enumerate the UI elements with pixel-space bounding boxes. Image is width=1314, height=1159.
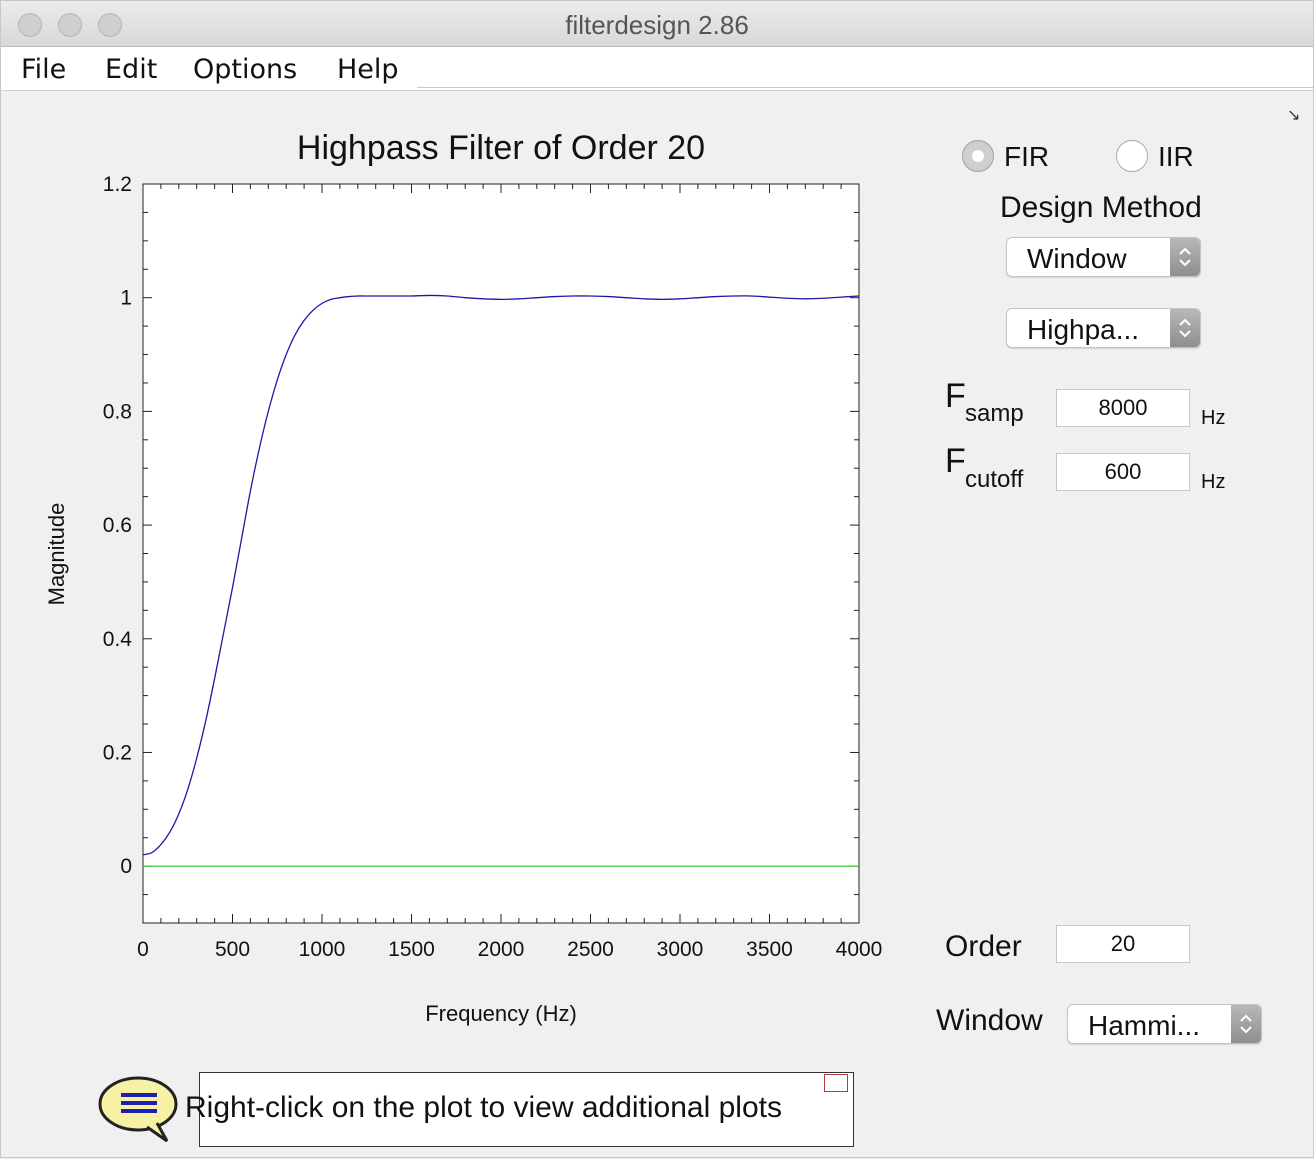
- zoom-window-button[interactable]: [98, 13, 122, 37]
- help-close-checkbox[interactable]: [824, 1074, 848, 1092]
- y-tick-label: 0.2: [103, 741, 132, 764]
- fsamp-label-f: F: [945, 377, 966, 415]
- menu-divider: [417, 87, 1313, 88]
- x-tick-label: 2500: [567, 938, 614, 961]
- fsamp-label-sub: samp: [965, 400, 1024, 427]
- menu-help[interactable]: Help: [337, 54, 399, 85]
- order-label: Order: [945, 930, 1022, 963]
- fir-radio[interactable]: [962, 140, 994, 172]
- dock-arrow-icon[interactable]: ↘: [1287, 107, 1301, 124]
- window-label: Window: [936, 1004, 1043, 1037]
- x-tick-label: 2000: [478, 938, 525, 961]
- chart-title: Highpass Filter of Order 20: [296, 129, 706, 167]
- x-tick-label: 1000: [299, 938, 346, 961]
- select-arrows-icon: [1231, 1005, 1261, 1043]
- order-field[interactable]: [1056, 925, 1190, 963]
- window-title: filterdesign 2.86: [565, 10, 749, 40]
- iir-radio[interactable]: [1116, 140, 1148, 172]
- x-tick-label: 4000: [836, 938, 883, 961]
- y-tick-label: 0.8: [103, 400, 132, 423]
- plot-area: [142, 183, 860, 924]
- y-tick-label: 0.6: [103, 514, 132, 537]
- fsamp-input[interactable]: [1057, 390, 1189, 426]
- order-input[interactable]: [1057, 926, 1189, 962]
- design-method-label: Design Method: [1000, 191, 1202, 224]
- menu-file[interactable]: File: [21, 54, 67, 85]
- y-tick-label: 1: [120, 287, 132, 310]
- y-axis-label: Magnitude: [44, 502, 69, 606]
- x-tick-label: 3500: [746, 938, 793, 961]
- y-tick-label: 0.4: [103, 628, 133, 651]
- menu-options[interactable]: Options: [193, 54, 298, 85]
- help-box: [199, 1072, 854, 1147]
- help-speech-bubble-icon: [98, 1076, 178, 1143]
- filter-type-value: Highpa...: [1027, 314, 1140, 345]
- fir-radio-label: FIR: [1004, 141, 1050, 172]
- fsamp-unit: Hz: [1201, 407, 1226, 429]
- fcutoff-label-sub: cutoff: [965, 466, 1024, 493]
- design-method-value: Window: [1027, 243, 1127, 274]
- x-tick-label: 3000: [657, 938, 704, 961]
- window-select[interactable]: Hammi...: [1067, 1004, 1262, 1044]
- y-tick-label: 1.2: [103, 173, 132, 196]
- help-text: Right-click on the plot to view addition…: [185, 1091, 782, 1124]
- y-tick-label: 0: [120, 855, 132, 878]
- fcutoff-unit: Hz: [1201, 471, 1226, 493]
- magnitude-series-line: [142, 294, 860, 856]
- filter-type-select[interactable]: Highpa...: [1006, 308, 1201, 348]
- close-window-button[interactable]: [18, 13, 42, 37]
- x-tick-label: 0: [137, 938, 149, 961]
- select-arrows-icon: [1170, 238, 1200, 276]
- menu-edit[interactable]: Edit: [105, 54, 158, 85]
- select-arrows-icon: [1170, 309, 1200, 347]
- iir-radio-label: IIR: [1158, 141, 1194, 172]
- fcutoff-input[interactable]: [1057, 454, 1189, 490]
- x-axis-label: Frequency (Hz): [425, 1001, 577, 1026]
- design-method-select[interactable]: Window: [1006, 237, 1201, 277]
- x-tick-label: 500: [215, 938, 250, 961]
- window-value: Hammi...: [1088, 1010, 1200, 1041]
- menu-bar: File Edit Options Help ↘: [1, 47, 1313, 124]
- title-bar: filterdesign 2.86: [1, 1, 1313, 47]
- fsamp-field[interactable]: [1056, 389, 1190, 427]
- fcutoff-label-f: F: [945, 442, 966, 480]
- x-tick-label: 1500: [388, 938, 435, 961]
- fcutoff-field[interactable]: [1056, 453, 1190, 491]
- minimize-window-button[interactable]: [58, 13, 82, 37]
